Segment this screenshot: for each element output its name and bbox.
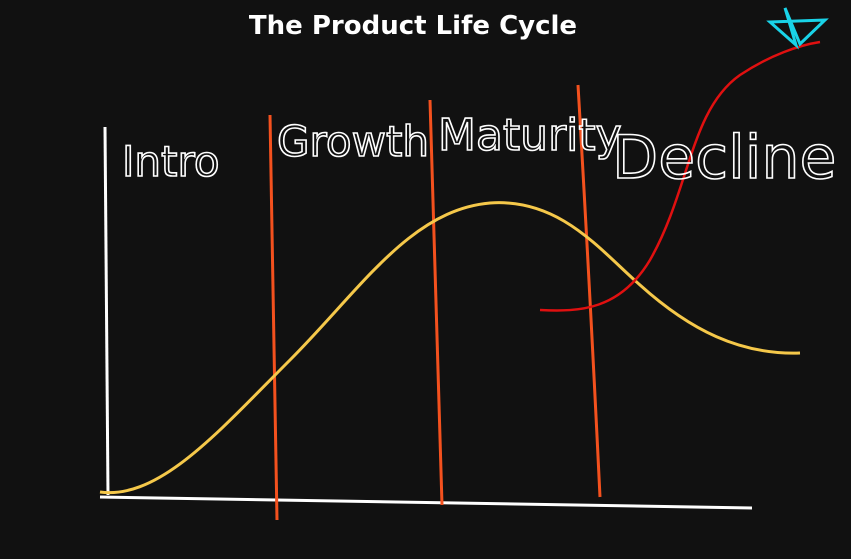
x-axis [99, 495, 753, 510]
divider [576, 84, 602, 498]
divider [268, 114, 279, 521]
stage-label: Maturity [438, 110, 622, 161]
stage-label: Intro [122, 137, 220, 186]
stage-label: Decline [612, 123, 836, 193]
life-cycle-curve [99, 201, 801, 495]
title: The Product Life Cycle [249, 11, 577, 41]
star-doodle [766, 7, 829, 50]
divider [428, 99, 444, 506]
stage-label: Growth [277, 117, 429, 166]
y-axis [103, 126, 110, 496]
annotation-curve [539, 40, 821, 312]
